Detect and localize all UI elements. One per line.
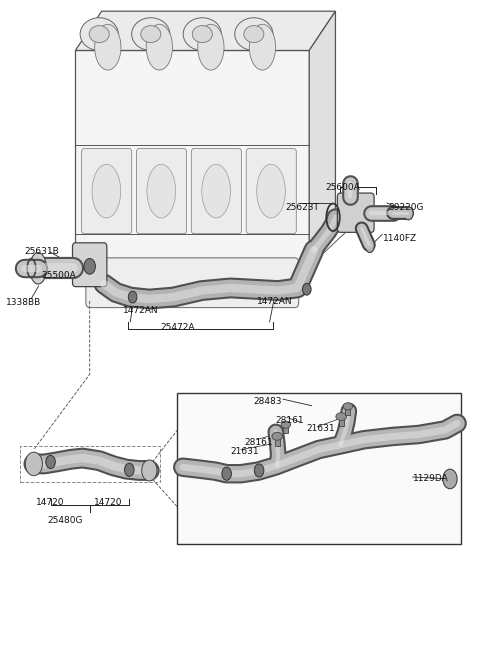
Ellipse shape: [244, 26, 264, 43]
FancyBboxPatch shape: [337, 193, 374, 233]
Bar: [20, 446, 160, 482]
Circle shape: [365, 241, 374, 252]
FancyBboxPatch shape: [82, 148, 132, 234]
Ellipse shape: [92, 164, 120, 218]
Text: 25623T: 25623T: [285, 203, 319, 212]
FancyBboxPatch shape: [86, 258, 299, 307]
Bar: [346, 407, 350, 415]
Text: 25500A: 25500A: [41, 271, 76, 280]
Ellipse shape: [80, 18, 118, 51]
Bar: [275, 437, 280, 445]
Bar: [338, 417, 344, 426]
Ellipse shape: [272, 432, 282, 440]
Circle shape: [302, 283, 311, 295]
Text: 21631: 21631: [230, 447, 259, 456]
Text: 1140FZ: 1140FZ: [383, 234, 417, 242]
Ellipse shape: [141, 26, 161, 43]
Circle shape: [84, 258, 96, 274]
Ellipse shape: [198, 24, 224, 70]
Text: 1472AN: 1472AN: [257, 296, 292, 306]
Ellipse shape: [132, 18, 170, 51]
Ellipse shape: [95, 24, 121, 70]
Text: 28161: 28161: [245, 438, 274, 447]
Bar: [177, 393, 461, 545]
Ellipse shape: [146, 24, 172, 70]
Circle shape: [404, 207, 413, 220]
Circle shape: [25, 452, 42, 476]
Text: 28483: 28483: [253, 397, 282, 406]
Text: 25480G: 25480G: [47, 516, 83, 525]
FancyBboxPatch shape: [136, 148, 187, 234]
Text: 14720: 14720: [36, 498, 64, 507]
Ellipse shape: [147, 164, 176, 218]
Circle shape: [142, 460, 157, 481]
Circle shape: [222, 467, 231, 480]
Ellipse shape: [30, 252, 47, 284]
Polygon shape: [309, 11, 336, 266]
Text: 1338BB: 1338BB: [6, 298, 41, 307]
Ellipse shape: [192, 26, 212, 43]
Ellipse shape: [257, 164, 285, 218]
Circle shape: [443, 469, 457, 489]
Circle shape: [254, 464, 264, 477]
Circle shape: [128, 291, 137, 303]
Text: 25631B: 25631B: [24, 248, 59, 256]
Text: 25600A: 25600A: [325, 183, 360, 193]
Ellipse shape: [343, 403, 353, 410]
Text: 1472AN: 1472AN: [123, 306, 159, 315]
Text: 14720: 14720: [94, 498, 122, 507]
Ellipse shape: [89, 26, 109, 43]
FancyBboxPatch shape: [72, 243, 107, 286]
Bar: [75, 51, 309, 266]
Ellipse shape: [281, 421, 290, 428]
Ellipse shape: [249, 24, 276, 70]
FancyBboxPatch shape: [192, 148, 241, 234]
Text: 21631: 21631: [307, 424, 336, 433]
Ellipse shape: [183, 18, 221, 51]
Ellipse shape: [336, 413, 347, 420]
Circle shape: [46, 455, 55, 468]
Bar: [283, 425, 288, 433]
Text: 25472A: 25472A: [161, 323, 195, 332]
Text: 1129DA: 1129DA: [413, 474, 448, 484]
Polygon shape: [75, 11, 336, 51]
Circle shape: [124, 463, 134, 476]
FancyBboxPatch shape: [246, 148, 296, 234]
Text: 39220G: 39220G: [388, 203, 423, 212]
Ellipse shape: [202, 164, 230, 218]
Text: 28161: 28161: [276, 416, 304, 424]
Ellipse shape: [235, 18, 273, 51]
